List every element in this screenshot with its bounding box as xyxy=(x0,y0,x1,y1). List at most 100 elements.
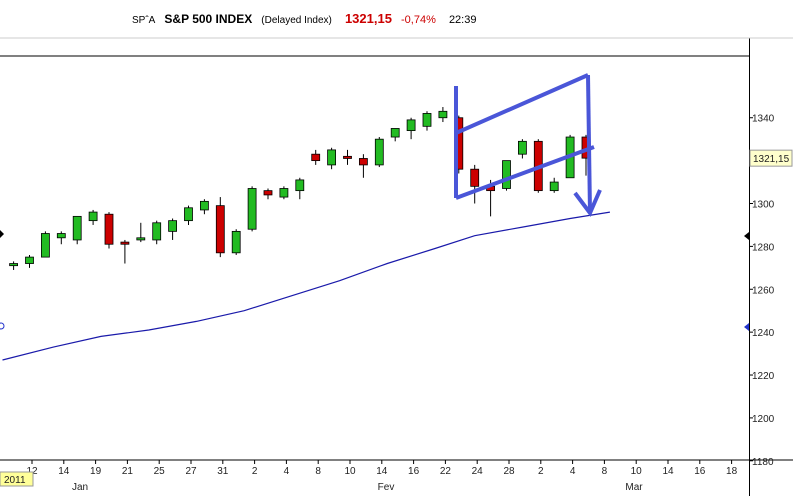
candle-body xyxy=(343,155,352,159)
candle xyxy=(9,261,19,270)
candle-body xyxy=(25,256,34,264)
candle xyxy=(120,239,130,264)
candle-body xyxy=(152,222,162,241)
candle-body xyxy=(518,140,527,155)
candle xyxy=(247,186,257,232)
y-tick-label: 1240 xyxy=(752,328,775,339)
x-tick-label: 19 xyxy=(90,466,102,477)
candle xyxy=(549,177,559,193)
flag-upper-edge xyxy=(455,73,589,135)
candle-body xyxy=(279,188,289,198)
moving-average-line xyxy=(2,211,610,361)
x-tick-label: 16 xyxy=(408,466,420,477)
candle xyxy=(56,231,66,245)
candle xyxy=(263,188,273,200)
x-tick-label: 22 xyxy=(440,466,452,477)
y-axis: 1180120012201240126012801300132013401321… xyxy=(0,114,793,468)
candle xyxy=(279,186,289,200)
candle-body xyxy=(422,113,432,127)
x-tick-label: 28 xyxy=(503,466,515,477)
candle-body xyxy=(41,233,50,258)
candle xyxy=(295,177,305,200)
candle xyxy=(104,212,114,249)
date-tag-label: 2011 xyxy=(4,475,26,486)
arrow-shaft xyxy=(586,74,592,214)
instrument-name: S&P 500 INDEX xyxy=(164,12,253,26)
candle-body xyxy=(327,149,337,166)
candle xyxy=(438,107,448,123)
x-tick-label: 10 xyxy=(631,466,643,477)
x-tick-label: 31 xyxy=(217,466,229,477)
candle xyxy=(422,111,432,131)
x-axis: 1214192125273124810141622242824810141618… xyxy=(0,460,738,493)
candle-body xyxy=(199,200,209,211)
x-tick-label: 8 xyxy=(602,466,608,477)
left-marker-blue xyxy=(0,322,5,330)
ticker-symbol: SPˆA xyxy=(132,15,156,26)
date-tag xyxy=(0,471,34,487)
arrow-head xyxy=(573,189,602,217)
candle-body xyxy=(120,241,130,245)
y-tick-label: 1260 xyxy=(752,285,775,296)
candle xyxy=(374,137,384,168)
x-tick-label: 14 xyxy=(376,466,388,477)
candle-body xyxy=(215,205,225,254)
x-tick-label: 24 xyxy=(472,466,484,477)
candle xyxy=(215,197,225,258)
month-label: Mar xyxy=(625,482,643,493)
x-tick-label: 14 xyxy=(58,466,70,477)
x-tick-label: 14 xyxy=(662,466,674,477)
candle xyxy=(390,128,400,142)
quote-time: 22:39 xyxy=(448,14,477,26)
candle xyxy=(199,199,209,215)
y-tick-label: 1220 xyxy=(752,371,775,382)
moving-average-layer xyxy=(2,211,610,361)
candle-body xyxy=(247,188,257,230)
candle xyxy=(231,229,241,255)
x-tick-label: 8 xyxy=(315,466,321,477)
candle xyxy=(152,220,162,245)
candle xyxy=(311,149,321,165)
chart-frame xyxy=(0,37,793,496)
x-tick-label: 27 xyxy=(185,466,197,477)
candles-layer xyxy=(9,107,591,270)
candle xyxy=(88,209,98,225)
candle xyxy=(502,160,511,191)
x-tick-label: 2 xyxy=(252,466,258,477)
candle xyxy=(470,164,480,204)
candle-body xyxy=(168,220,178,232)
candle xyxy=(136,222,146,243)
candle-body xyxy=(374,138,384,166)
candle xyxy=(518,139,527,159)
candle-body xyxy=(390,128,400,138)
candle-body xyxy=(72,215,82,241)
y-tick-label: 1340 xyxy=(752,114,775,125)
candle xyxy=(41,231,50,258)
candle xyxy=(406,117,416,140)
x-tick-label: 4 xyxy=(284,466,290,477)
right-marker-black xyxy=(744,232,749,240)
candle-body xyxy=(358,158,368,166)
month-label: Fev xyxy=(378,482,395,493)
quote-header: SPˆA S&P 500 INDEX (Delayed Index) 1321,… xyxy=(0,0,793,38)
y-tick-label: 1280 xyxy=(752,242,775,253)
month-label: Jan xyxy=(72,482,88,493)
y-tick-label: 1200 xyxy=(752,414,775,425)
flag-lower-edge xyxy=(455,145,595,200)
x-tick-label: 21 xyxy=(122,466,134,477)
candle-body xyxy=(104,213,114,245)
candle xyxy=(184,205,193,225)
candle-body xyxy=(231,230,241,254)
candle-body xyxy=(549,181,559,192)
annotation-layer xyxy=(454,73,602,217)
x-tick-label: 10 xyxy=(344,466,356,477)
candle-body xyxy=(470,168,480,187)
delay-note: (Delayed Index) xyxy=(261,15,332,26)
candle-body xyxy=(184,207,193,222)
candle-body xyxy=(438,110,448,119)
candle-body xyxy=(56,233,66,239)
x-tick-label: 4 xyxy=(570,466,576,477)
last-price-label: 1321,15 xyxy=(753,154,790,165)
candle-body xyxy=(263,190,273,196)
